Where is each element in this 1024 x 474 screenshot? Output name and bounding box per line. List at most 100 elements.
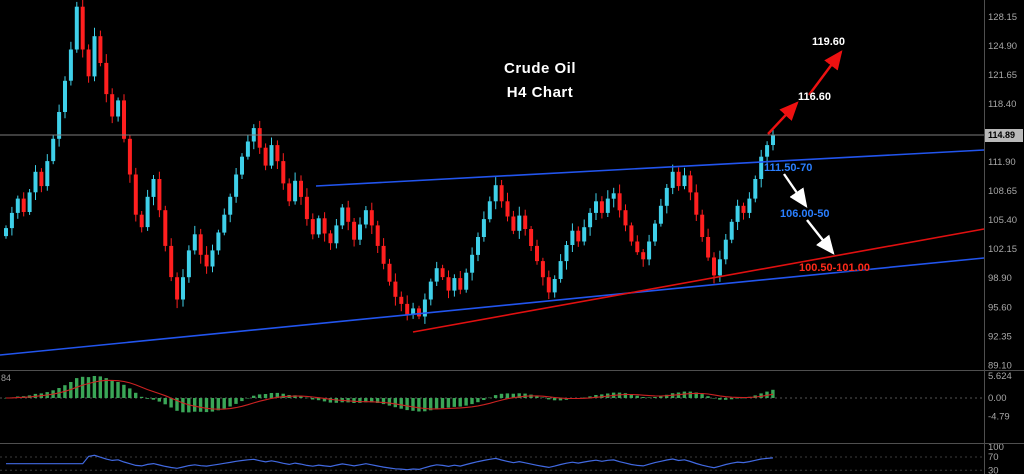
bull-candle: [151, 179, 156, 197]
macd-bar: [405, 398, 409, 411]
macd-bar: [151, 398, 156, 400]
macd-bar: [299, 396, 303, 398]
macd-bar: [128, 388, 132, 398]
bull-candle: [470, 254, 475, 273]
bullish-arrow-1[interactable]: [767, 101, 799, 135]
bull-candle: [747, 198, 752, 213]
support-zone-1-label[interactable]: 111.50-70: [764, 162, 813, 174]
price-tick-label: 118.40: [988, 99, 1016, 110]
macd-signal-line: [5, 379, 774, 410]
bear-candle: [299, 180, 303, 197]
macd-bar: [198, 398, 203, 412]
macd-bar: [311, 398, 315, 400]
price-tick-label: 124.90: [988, 41, 1017, 52]
macd-bar: [493, 395, 498, 398]
bear-candle: [688, 175, 693, 193]
macd-bar: [275, 392, 279, 398]
bull-candle: [487, 201, 492, 220]
macd-bar: [741, 397, 746, 399]
price-tick-label: 108.65: [988, 186, 1017, 197]
macd-bar: [358, 398, 362, 403]
chart-title: Crude Oil H4 Chart: [440, 57, 640, 105]
bull-candle: [293, 180, 298, 202]
macd-panel[interactable]: 5.624 0.00 -4.79: [0, 371, 1012, 423]
macd-bar: [724, 398, 728, 400]
price-tick-label: 121.65: [988, 70, 1017, 81]
macd-bar: [440, 398, 445, 409]
bear-candle: [540, 261, 545, 278]
macd-bar: [735, 398, 740, 399]
macd-bar: [252, 395, 256, 398]
bear-candle: [80, 6, 85, 50]
bear-candle: [523, 215, 528, 229]
macd-bar: [411, 398, 415, 411]
upside-target-2-label[interactable]: 119.60: [812, 36, 846, 48]
bull-candle: [4, 228, 8, 237]
bear-candle: [204, 254, 209, 267]
bear-candle: [706, 237, 711, 258]
macd-bar: [193, 398, 197, 412]
macd-bar: [240, 398, 244, 402]
support-zone-2-label[interactable]: 106.00-50: [780, 208, 830, 220]
macd-bar: [470, 398, 474, 405]
bearish-arrow-2[interactable]: [806, 219, 835, 255]
bear-candle: [257, 128, 262, 148]
bear-candle: [511, 216, 516, 231]
macd-bar: [423, 398, 427, 412]
bull-candle: [434, 268, 439, 282]
macd-tick-label: 5.624: [988, 371, 1012, 382]
rising-support-line[interactable]: [412, 228, 985, 333]
macd-bar: [181, 398, 185, 413]
macd-bar: [305, 397, 309, 399]
macd-bar: [541, 397, 545, 398]
bull-candle: [181, 277, 185, 300]
macd-bar: [122, 384, 126, 398]
macd-bar: [552, 398, 557, 401]
upside-target-1-label[interactable]: 116.60: [798, 91, 832, 103]
macd-bar: [488, 397, 492, 399]
macd-bar: [222, 398, 226, 409]
bull-candle: [9, 212, 14, 229]
bear-candle: [133, 174, 138, 215]
bull-candle: [558, 261, 563, 279]
bull-candle: [481, 219, 486, 237]
price-tick-label: 128.15: [988, 12, 1017, 23]
macd-bar: [600, 394, 604, 398]
bear-candle: [304, 196, 309, 220]
bear-candle: [21, 198, 26, 212]
macd-bar: [647, 397, 651, 398]
bear-candle: [287, 183, 292, 202]
upper-channel-line[interactable]: [315, 149, 985, 187]
long-term-support-line[interactable]: [0, 257, 985, 356]
macd-bar: [729, 398, 734, 400]
bull-candle: [670, 171, 675, 188]
macd-bar: [588, 396, 592, 398]
macd-value-fragment: 84: [1, 373, 12, 383]
bear-candle: [700, 214, 705, 237]
bear-candle: [458, 278, 463, 290]
bull-candle: [186, 250, 191, 278]
bear-candle: [110, 94, 115, 117]
macd-bar: [375, 398, 380, 403]
bull-candle: [552, 279, 557, 293]
support-zone-3-label[interactable]: 100.50-101.00: [799, 262, 870, 274]
macd-bar: [370, 398, 374, 403]
bearish-arrow-1[interactable]: [783, 173, 808, 208]
bullish-arrow-2[interactable]: [808, 50, 843, 96]
macd-bar: [429, 398, 433, 411]
bull-candle: [269, 145, 274, 166]
macd-bar: [594, 395, 598, 398]
bull-candle: [51, 138, 56, 162]
bear-candle: [104, 62, 109, 95]
bull-candle: [564, 245, 569, 262]
macd-bar: [452, 398, 456, 407]
rsi-tick-label: 100: [988, 442, 1004, 453]
macd-bar: [257, 394, 262, 398]
bear-candle: [369, 210, 374, 226]
bull-candle: [759, 156, 764, 179]
bull-candle: [340, 207, 345, 226]
